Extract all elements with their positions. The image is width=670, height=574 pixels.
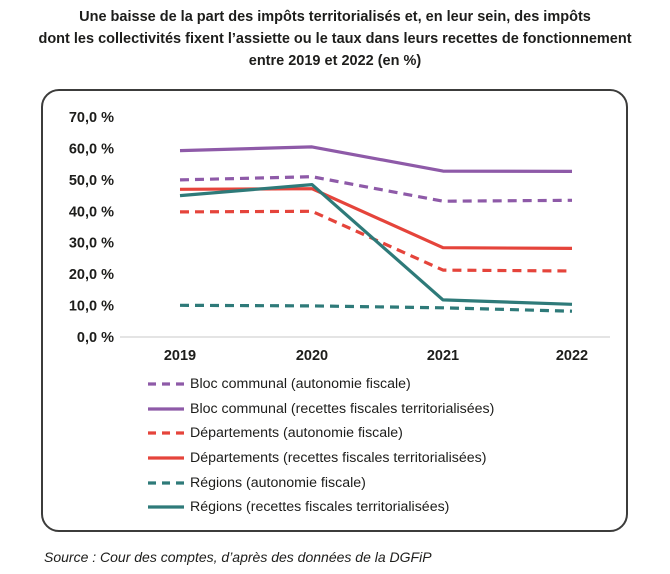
legend-item: Départements (recettes fiscales territor… [148, 446, 494, 471]
legend-swatch [148, 382, 184, 386]
legend-item: Départements (autonomie fiscale) [148, 421, 494, 446]
y-tick-label: 20,0 % [69, 267, 114, 283]
chart-legend: Bloc communal (autonomie fiscale) Bloc co… [148, 372, 494, 520]
chart-frame [41, 89, 628, 532]
y-tick-label: 30,0 % [69, 236, 114, 252]
y-tick-label: 40,0 % [69, 204, 114, 220]
series-line-1 [179, 175, 573, 203]
legend-item: Bloc communal (autonomie fiscale) [148, 372, 494, 397]
legend-swatch [148, 456, 184, 460]
legend-label: Bloc communal (autonomie fiscale) [190, 376, 411, 393]
legend-item: Bloc communal (recettes fiscales territo… [148, 397, 494, 422]
chart-title: Une baisse de la part des impôts territo… [0, 6, 670, 72]
y-tick-label: 60,0 % [69, 141, 114, 157]
series-line-6 [179, 183, 573, 306]
source-note: Source : Cour des comptes, d’après des d… [44, 549, 432, 565]
chart-title-line-1: Une baisse de la part des impôts territo… [79, 9, 591, 25]
legend-swatch [148, 505, 184, 509]
x-tick-label: 2019 [164, 348, 196, 364]
x-tick-label: 2022 [556, 348, 588, 364]
legend-item: Régions (autonomie fiscale) [148, 470, 494, 495]
series-line-2 [179, 145, 573, 173]
legend-item: Régions (recettes fiscales territorialis… [148, 495, 494, 520]
legend-label: Régions (recettes fiscales territorialis… [190, 499, 450, 516]
y-tick-label: 10,0 % [69, 299, 114, 315]
legend-label: Départements (autonomie fiscale) [190, 425, 403, 442]
legend-swatch [148, 431, 184, 436]
series-line-5 [179, 303, 573, 313]
chart-title-line-2: dont les collectivités fixent l’assiette… [38, 31, 632, 47]
legend-swatch [148, 481, 184, 485]
legend-swatch [148, 407, 184, 411]
legend-label: Départements (recettes fiscales territor… [190, 450, 487, 467]
legend-label: Bloc communal (recettes fiscales territo… [190, 400, 495, 417]
y-tick-label: 50,0 % [69, 173, 114, 189]
x-tick-label: 2020 [296, 348, 328, 364]
chart-title-line-3: entre 2019 et 2022 (en %) [248, 53, 422, 69]
y-tick-label: 70,0 % [69, 110, 114, 126]
x-tick-label: 2021 [427, 348, 459, 364]
y-tick-label: 0,0 % [77, 330, 114, 346]
legend-label: Régions (autonomie fiscale) [190, 474, 366, 491]
